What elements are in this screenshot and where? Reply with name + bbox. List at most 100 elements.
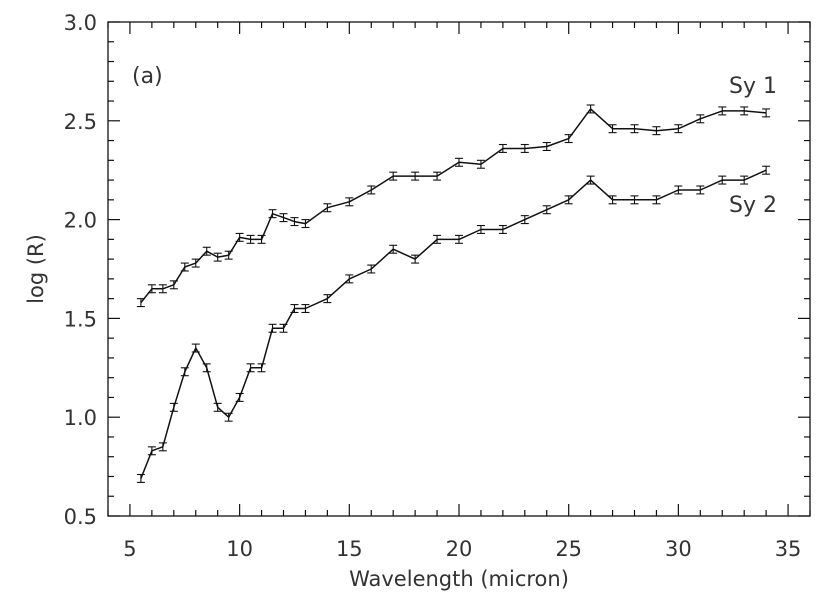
x-tick-label: 10 <box>226 537 253 561</box>
data-point <box>323 203 332 213</box>
data-point <box>433 171 442 181</box>
series-label-sy1: Sy 1 <box>729 74 777 99</box>
data-point <box>301 219 310 229</box>
y-tick-label: 1.0 <box>64 406 97 430</box>
data-point <box>213 252 222 262</box>
data-point <box>740 106 749 116</box>
data-point <box>246 234 255 244</box>
data-point <box>542 141 551 151</box>
data-point <box>323 294 332 304</box>
data-point <box>147 284 156 294</box>
data-point <box>498 224 507 234</box>
data-point <box>213 402 222 412</box>
data-point <box>476 224 485 234</box>
x-tick-label: 15 <box>336 537 363 561</box>
data-point <box>147 446 156 456</box>
data-point <box>235 392 244 402</box>
data-point <box>246 363 255 373</box>
data-point <box>762 108 771 118</box>
x-tick-label: 30 <box>665 537 692 561</box>
series-label-sy2: Sy 2 <box>729 193 777 218</box>
data-point <box>520 143 529 153</box>
data-point <box>202 363 211 373</box>
data-point <box>367 264 376 274</box>
x-tick-label: 25 <box>555 537 582 561</box>
data-point <box>268 209 277 219</box>
data-point <box>433 234 442 244</box>
data-point <box>290 217 299 227</box>
series-line <box>140 108 767 304</box>
data-point <box>290 304 299 314</box>
data-point <box>180 367 189 377</box>
data-point <box>455 157 463 167</box>
panel-label: (a) <box>132 64 163 89</box>
data-point <box>389 244 398 254</box>
series-1 <box>136 104 771 308</box>
series-line <box>140 169 767 479</box>
data-point <box>718 175 727 185</box>
x-tick-label: 20 <box>446 537 473 561</box>
data-point <box>301 304 310 314</box>
x-tick-label: 35 <box>775 537 802 561</box>
data-point <box>652 195 661 205</box>
data-point <box>411 254 420 264</box>
y-tick-label: 3.0 <box>64 11 97 35</box>
data-point <box>136 473 145 483</box>
x-tick-label: 5 <box>123 537 136 561</box>
data-point <box>696 185 705 195</box>
data-point <box>520 215 529 225</box>
data-point <box>696 114 705 124</box>
data-point <box>411 171 420 181</box>
data-point <box>674 124 683 134</box>
data-point <box>718 106 727 116</box>
plot-frame <box>107 21 811 517</box>
data-point <box>608 124 617 134</box>
data-point <box>224 412 233 422</box>
data-point <box>169 402 178 412</box>
data-point <box>455 234 463 244</box>
data-point <box>191 258 200 268</box>
data-point <box>762 165 771 175</box>
data-point <box>158 442 167 452</box>
x-axis-title: Wavelength (micron) <box>349 567 569 591</box>
data-point <box>268 323 277 333</box>
tick-labels: 5 10 15 20 25 30 35 0.5 1.0 1.5 2.0 2.5 3.0 <box>64 11 802 561</box>
data-point <box>279 323 288 333</box>
data-point <box>564 195 573 205</box>
data-point <box>476 159 485 169</box>
data-point <box>652 126 661 136</box>
data-point <box>169 280 178 290</box>
data-point <box>279 213 288 223</box>
y-tick-label: 2.5 <box>64 110 97 134</box>
data-point <box>158 284 167 294</box>
data-point <box>630 124 639 134</box>
data-point <box>367 185 376 195</box>
data-point <box>202 246 211 256</box>
y-tick-label: 1.5 <box>64 307 97 331</box>
series-2 <box>136 165 771 483</box>
series-layer <box>136 104 771 483</box>
y-tick-label: 2.0 <box>64 209 97 233</box>
data-point <box>257 234 266 244</box>
data-point <box>630 195 639 205</box>
data-point <box>586 104 595 114</box>
data-point <box>389 171 398 181</box>
data-point <box>345 197 354 207</box>
y-tick-label: 0.5 <box>64 505 97 529</box>
data-point <box>180 262 189 272</box>
y-axis-title: log (R) <box>24 234 48 304</box>
data-point <box>740 175 749 185</box>
data-point <box>586 175 595 185</box>
data-point <box>674 185 683 195</box>
data-point <box>608 195 617 205</box>
data-point <box>498 143 507 153</box>
data-point <box>257 363 266 373</box>
axis-ticks <box>107 21 811 517</box>
data-point <box>542 205 551 215</box>
data-point <box>191 343 200 353</box>
data-point <box>136 298 145 308</box>
data-point <box>345 274 354 284</box>
data-point <box>235 232 244 242</box>
